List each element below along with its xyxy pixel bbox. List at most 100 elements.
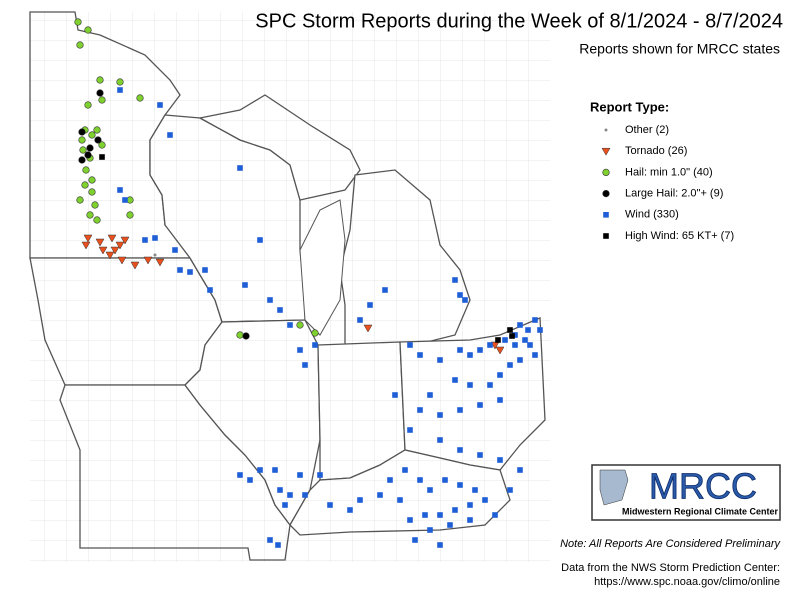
logo-full-name: Midwestern Regional Climate Center xyxy=(622,506,779,516)
report-marker xyxy=(437,412,443,418)
report-marker xyxy=(116,78,124,86)
report-marker xyxy=(327,502,333,508)
report-marker xyxy=(237,472,243,478)
report-marker xyxy=(143,256,153,265)
report-marker xyxy=(427,527,433,533)
report-marker xyxy=(312,342,318,348)
source: Data from the NWS Storm Prediction Cente… xyxy=(561,562,780,574)
report-marker xyxy=(392,392,398,398)
report-marker xyxy=(120,236,130,245)
report-marker xyxy=(363,324,373,333)
report-marker xyxy=(202,267,208,273)
report-marker xyxy=(122,197,128,203)
legend-label: Wind (330) xyxy=(625,209,679,221)
report-marker xyxy=(311,329,319,337)
report-marker xyxy=(187,269,193,275)
report-marker xyxy=(467,382,473,388)
report-markers xyxy=(74,18,543,548)
report-marker xyxy=(509,333,515,339)
report-marker xyxy=(88,176,96,184)
report-marker xyxy=(357,497,363,503)
report-marker xyxy=(317,472,323,478)
report-marker xyxy=(507,487,513,493)
report-marker xyxy=(437,437,443,443)
report-marker xyxy=(397,497,403,503)
report-marker xyxy=(497,372,503,378)
report-marker xyxy=(107,234,117,243)
report-marker xyxy=(467,352,473,358)
report-marker xyxy=(532,317,538,323)
report-marker xyxy=(407,517,413,523)
legend-label: Other (2) xyxy=(625,124,669,136)
report-marker xyxy=(93,216,101,224)
report-marker xyxy=(84,101,92,109)
report-marker xyxy=(81,241,91,250)
report-marker xyxy=(517,467,523,473)
report-marker xyxy=(407,342,413,348)
report-marker xyxy=(79,146,87,154)
report-marker xyxy=(287,492,293,498)
legend-label: Large Hail: 2.0"+ (9) xyxy=(625,188,723,200)
report-marker xyxy=(527,342,533,348)
report-marker xyxy=(457,447,463,453)
report-marker xyxy=(457,482,463,488)
report-marker xyxy=(98,141,106,149)
report-marker xyxy=(136,94,144,102)
note: Note: All Reports Are Considered Prelimi… xyxy=(560,538,781,550)
report-marker xyxy=(417,407,423,413)
report-marker xyxy=(296,321,304,329)
report-marker xyxy=(490,341,500,350)
report-marker xyxy=(110,246,120,255)
report-marker xyxy=(457,347,463,353)
report-marker xyxy=(267,537,273,543)
legend-symbol xyxy=(602,168,610,176)
report-marker xyxy=(157,102,163,108)
report-marker xyxy=(267,297,273,303)
legend-symbol xyxy=(601,147,611,156)
report-marker xyxy=(495,337,501,343)
report-marker xyxy=(512,332,518,338)
report-marker xyxy=(76,41,84,49)
report-marker xyxy=(247,477,253,483)
report-marker xyxy=(84,26,92,34)
report-marker xyxy=(437,357,443,363)
report-marker xyxy=(153,253,157,257)
legend-label: Tornado (26) xyxy=(625,145,687,157)
subtitle: Reports shown for MRCC states xyxy=(579,41,780,57)
report-marker xyxy=(287,322,293,328)
report-marker xyxy=(177,267,183,273)
report-marker xyxy=(437,512,443,518)
report-marker xyxy=(537,327,543,333)
report-marker xyxy=(532,352,538,358)
report-marker xyxy=(126,211,134,219)
legend-symbol xyxy=(604,128,608,132)
report-marker xyxy=(117,187,123,193)
lake-michigan xyxy=(299,199,346,336)
report-marker xyxy=(517,357,523,363)
report-marker xyxy=(512,342,518,348)
report-marker xyxy=(257,237,263,243)
report-marker xyxy=(457,292,463,298)
report-marker xyxy=(76,196,84,204)
report-marker xyxy=(172,247,178,253)
legend-symbol xyxy=(602,190,610,198)
report-marker xyxy=(86,144,94,152)
report-marker xyxy=(94,136,102,144)
report-marker xyxy=(207,287,213,293)
report-marker xyxy=(437,542,443,548)
report-marker xyxy=(492,512,498,518)
logo-name: MRCC xyxy=(649,466,757,507)
report-marker xyxy=(507,327,513,333)
report-marker xyxy=(96,89,104,97)
report-marker xyxy=(402,467,408,473)
report-marker xyxy=(442,477,448,483)
report-marker xyxy=(82,166,90,174)
report-marker xyxy=(382,287,388,293)
report-marker xyxy=(95,238,105,247)
report-marker xyxy=(236,331,244,339)
report-marker xyxy=(387,477,393,483)
report-marker xyxy=(91,201,99,209)
source-url: https://www.spc.noaa.gov/climo/online xyxy=(594,576,780,588)
